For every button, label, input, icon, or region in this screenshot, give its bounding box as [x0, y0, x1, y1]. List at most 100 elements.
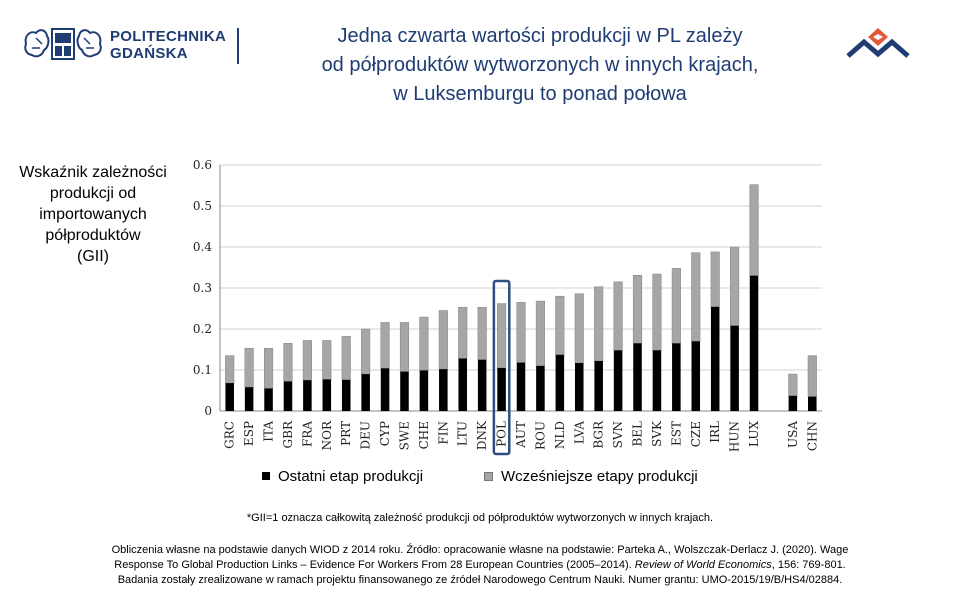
bar-earlier-stages	[322, 340, 332, 380]
bar-final-stage	[439, 369, 448, 411]
bar-earlier-stages	[263, 347, 274, 389]
bar-earlier-stages	[302, 340, 312, 381]
bar-final-stage	[303, 380, 312, 411]
bar-earlier-stages	[477, 306, 487, 361]
logo-line-1: POLITECHNIKA	[110, 28, 227, 45]
bar-earlier-stages	[788, 373, 798, 397]
legend-item-earlier-stages: Wcześniejsze etapy produkcji	[484, 468, 698, 485]
bar-earlier-stages	[497, 303, 507, 369]
bar-final-stage	[380, 368, 390, 411]
bar-earlier-stages	[749, 184, 759, 276]
x-category-label: GBR	[281, 420, 295, 448]
legend-swatch-earlier-stages	[484, 471, 493, 481]
bar-earlier-stages	[244, 347, 254, 388]
y-axis-label: Wskaźnik zależności produkcji od importo…	[10, 162, 176, 267]
footnote: *GII=1 oznacza całkowitą zależność produ…	[246, 512, 714, 524]
x-category-label: SWE	[397, 421, 411, 450]
x-category-label: HUN	[728, 421, 742, 452]
bar-earlier-stages	[380, 322, 390, 369]
source-note: Obliczenia własne na podstawie danych WI…	[40, 543, 920, 588]
x-category-label: CZE	[689, 421, 703, 447]
y-tick-label: 0.4	[193, 240, 212, 254]
legend-swatch-final-stage	[262, 472, 270, 481]
bar-final-stage	[808, 396, 817, 411]
bar-final-stage	[633, 343, 642, 411]
x-category-label: LVA	[572, 421, 586, 444]
bar-final-stage	[555, 354, 565, 411]
crest-icon	[24, 28, 102, 60]
bar-final-stage	[730, 325, 739, 411]
legend-label-final-stage: Ostatni etap produkcji	[278, 468, 424, 485]
y-axis-label-line-3: importowanych	[39, 206, 147, 223]
bar-earlier-stages	[613, 281, 623, 351]
bar-earlier-stages	[555, 295, 565, 356]
x-category-label: NOR	[320, 420, 334, 450]
bar-earlier-stages	[419, 316, 429, 371]
source-line-3: Badania zostały zrealizowane w ramach pr…	[117, 574, 843, 586]
logo-divider	[237, 28, 239, 64]
bar-final-stage	[400, 371, 409, 411]
x-category-label: CHN	[805, 421, 819, 451]
logo-text: POLITECHNIKA GDAŃSKA	[110, 28, 226, 62]
bar-final-stage	[341, 379, 351, 411]
legend-label-earlier-stages: Wcześniejsze etapy produkcji	[501, 468, 698, 485]
x-category-label: BGR	[592, 420, 606, 449]
x-category-label: AUT	[514, 421, 528, 449]
institute-logo-icon	[846, 28, 910, 58]
bar-final-stage	[264, 388, 273, 411]
y-axis-label-line-4: półproduktów	[45, 227, 141, 244]
bar-final-stage	[361, 374, 370, 411]
bar-final-stage	[749, 275, 759, 411]
page-title: Jedna czwarta wartości produkcji w PL za…	[270, 22, 810, 109]
x-category-label: GRC	[223, 421, 237, 449]
bar-final-stage	[710, 306, 720, 411]
bar-earlier-stages	[283, 343, 293, 382]
y-tick-label: 0.1	[193, 363, 212, 377]
bar-earlier-stages	[458, 306, 468, 359]
bar-earlier-stages	[399, 322, 410, 372]
source-line-2: Response To Global Production Links – Ev…	[40, 558, 920, 573]
title-line-2: od półproduktów wytworzonych w innych kr…	[321, 54, 759, 76]
y-tick-label: 0.6	[193, 158, 212, 172]
y-axis-label-line-1: Wskaźnik zależności	[19, 164, 167, 181]
x-category-label: DNK	[475, 420, 489, 450]
logo-line-2: GDAŃSKA	[110, 45, 188, 62]
source-line-2-post: , 156: 769-801.	[771, 559, 846, 571]
x-category-label: CYP	[378, 421, 392, 446]
x-category-label: SVN	[611, 421, 625, 448]
highlight-box-pol	[492, 279, 511, 456]
bar-earlier-stages	[574, 293, 584, 364]
x-category-label: FIN	[436, 421, 450, 445]
x-category-label: FRA	[300, 421, 314, 447]
bar-earlier-stages	[516, 302, 526, 363]
x-category-label: SVK	[650, 420, 664, 447]
bar-earlier-stages	[652, 273, 662, 351]
x-category-label: ESP	[242, 421, 256, 446]
bar-final-stage	[613, 350, 623, 411]
bar-earlier-stages	[225, 355, 235, 384]
bar-earlier-stages	[691, 252, 701, 342]
bar-final-stage	[536, 365, 545, 411]
x-category-label: POL	[495, 421, 509, 447]
y-tick-label: 0.3	[193, 281, 212, 295]
bar-final-stage	[672, 343, 681, 411]
x-category-label: ROU	[533, 421, 547, 450]
bar-final-stage	[516, 362, 526, 411]
bar-earlier-stages	[671, 268, 681, 344]
x-category-label: USA	[786, 421, 800, 448]
bar-final-stage	[322, 379, 332, 411]
x-category-label: EST	[669, 421, 683, 446]
bar-earlier-stages	[807, 355, 817, 397]
bar-final-stage	[477, 359, 487, 411]
bar-final-stage	[283, 381, 293, 411]
bar-final-stage	[788, 395, 798, 411]
bar-final-stage	[419, 370, 429, 411]
title-line-3: w Luksemburgu to ponad połowa	[393, 83, 687, 105]
bar-final-stage	[458, 358, 468, 411]
y-tick-label: 0	[204, 404, 212, 418]
x-category-label: PRT	[339, 421, 353, 446]
source-line-2-pre: Response To Global Production Links – Ev…	[114, 559, 635, 571]
title-line-1: Jedna czwarta wartości produkcji w PL za…	[337, 25, 743, 47]
x-category-label: LTU	[456, 421, 470, 446]
x-category-label: CHE	[417, 421, 431, 449]
